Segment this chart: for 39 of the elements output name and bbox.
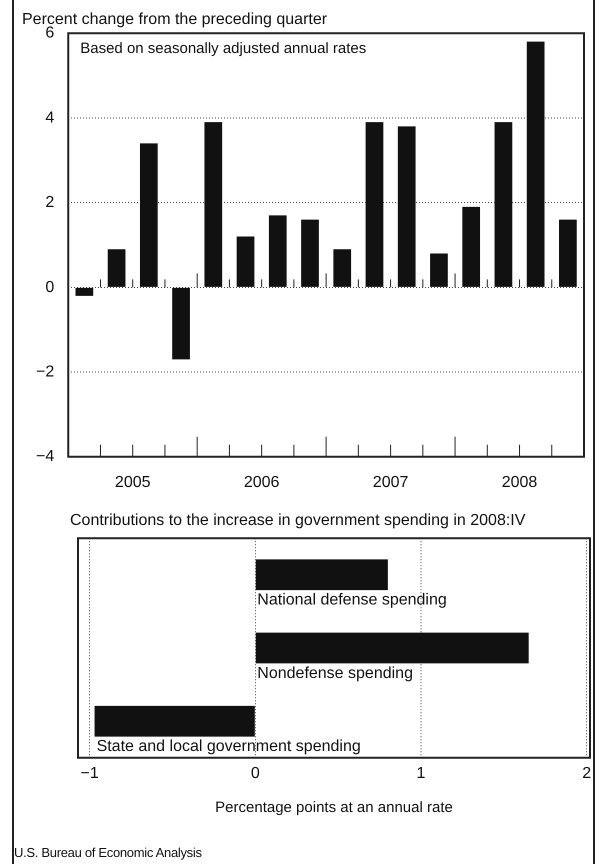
bar — [366, 122, 384, 287]
bar — [398, 126, 416, 287]
bar — [140, 143, 158, 287]
x-tick-label: 2005 — [114, 474, 151, 491]
bar — [204, 122, 222, 287]
y-tick-label: −4 — [36, 448, 54, 466]
bar — [301, 220, 319, 287]
bar — [526, 42, 545, 287]
bar — [494, 122, 512, 287]
x-tick-label: 2006 — [244, 474, 280, 491]
x-tick-label: 2007 — [372, 474, 408, 491]
bar — [236, 236, 254, 287]
bar — [256, 632, 529, 664]
bar — [75, 288, 94, 296]
bar — [172, 288, 190, 360]
x-tick-label: −1 — [80, 764, 99, 782]
bar — [94, 706, 255, 737]
x-tick-label: 2 — [582, 764, 592, 782]
y-tick-label: −2 — [36, 363, 54, 380]
bar — [430, 253, 448, 287]
annotation: Based on seasonally adjusted annual rates — [80, 40, 366, 57]
y-tick-label: 4 — [45, 109, 54, 126]
bar — [256, 559, 388, 590]
y-tick-label: National defense spending — [257, 592, 447, 609]
bar — [462, 206, 480, 287]
y-tick-label: 6 — [45, 24, 54, 42]
y-tick-label: 0 — [45, 278, 54, 296]
text: U.S. Bureau of Economic Analysis — [14, 845, 202, 860]
y-tick-label: State and local government spending — [96, 738, 361, 755]
x-tick-label: 1 — [416, 764, 426, 782]
bar — [559, 220, 577, 287]
x-axis-title: Percentage points at an annual rate — [215, 799, 453, 816]
bar — [333, 249, 352, 287]
x-tick-label: 2008 — [502, 474, 538, 491]
bar — [268, 215, 287, 287]
bar — [108, 249, 126, 287]
chart-title: Contributions to the increase in government spending in 2008:IV — [70, 512, 526, 530]
y-tick-label: 2 — [45, 194, 54, 212]
y-tick-label: Nondefense spending — [257, 664, 413, 682]
